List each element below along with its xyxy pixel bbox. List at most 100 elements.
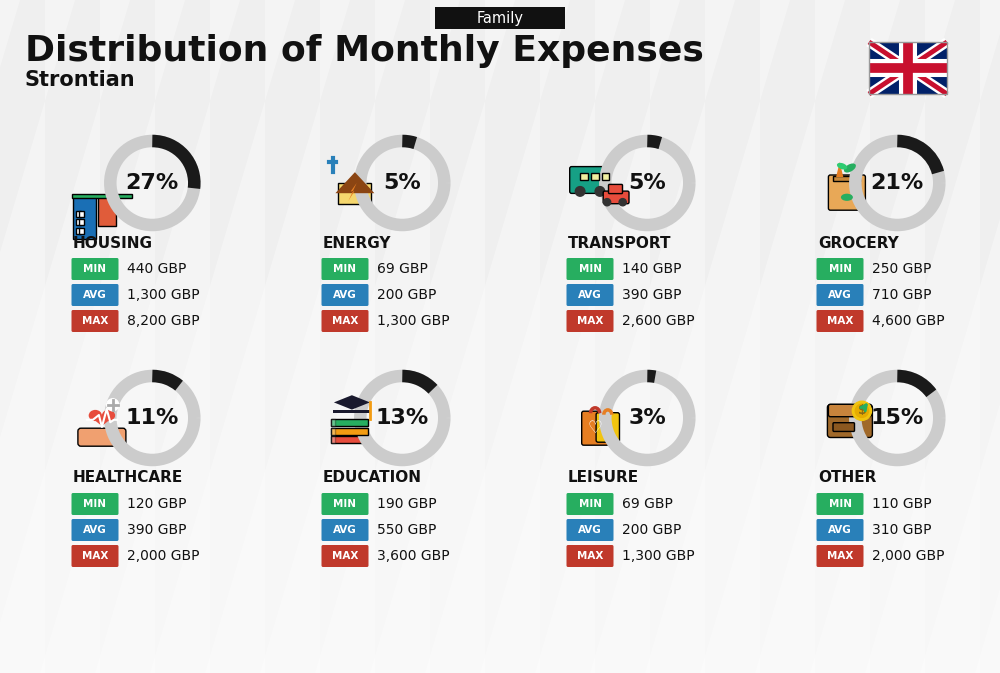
FancyBboxPatch shape xyxy=(596,413,619,442)
Text: 4,600 GBP: 4,600 GBP xyxy=(872,314,945,328)
FancyBboxPatch shape xyxy=(322,519,368,541)
FancyBboxPatch shape xyxy=(608,184,622,194)
Polygon shape xyxy=(335,172,374,193)
Ellipse shape xyxy=(837,163,847,170)
FancyBboxPatch shape xyxy=(566,545,614,567)
Text: 5%: 5% xyxy=(383,173,421,193)
Text: AVG: AVG xyxy=(828,290,852,300)
FancyBboxPatch shape xyxy=(72,493,119,515)
Text: 27%: 27% xyxy=(126,173,179,193)
FancyBboxPatch shape xyxy=(566,284,614,306)
Text: 550 GBP: 550 GBP xyxy=(377,523,436,537)
Circle shape xyxy=(852,401,872,421)
FancyBboxPatch shape xyxy=(72,258,119,280)
Text: 8,200 GBP: 8,200 GBP xyxy=(127,314,200,328)
Text: MAX: MAX xyxy=(577,551,603,561)
FancyBboxPatch shape xyxy=(72,310,119,332)
Text: MIN: MIN xyxy=(84,499,106,509)
Text: AVG: AVG xyxy=(333,525,357,535)
FancyBboxPatch shape xyxy=(570,167,607,193)
Text: 1,300 GBP: 1,300 GBP xyxy=(127,288,200,302)
Text: 310 GBP: 310 GBP xyxy=(872,523,932,537)
Text: 110 GBP: 110 GBP xyxy=(872,497,932,511)
Polygon shape xyxy=(334,395,370,410)
Text: TRANSPORT: TRANSPORT xyxy=(568,236,672,250)
Text: 200 GBP: 200 GBP xyxy=(622,523,681,537)
Text: 120 GBP: 120 GBP xyxy=(127,497,186,511)
Text: ♡: ♡ xyxy=(588,419,603,437)
FancyBboxPatch shape xyxy=(322,258,368,280)
FancyBboxPatch shape xyxy=(322,545,368,567)
FancyBboxPatch shape xyxy=(580,173,588,180)
FancyBboxPatch shape xyxy=(76,211,81,217)
Text: Family: Family xyxy=(477,11,524,26)
FancyBboxPatch shape xyxy=(72,194,132,198)
Text: 21%: 21% xyxy=(871,173,924,193)
FancyBboxPatch shape xyxy=(566,519,614,541)
Text: GROCERY: GROCERY xyxy=(818,236,899,250)
Text: MIN: MIN xyxy=(334,499,356,509)
FancyBboxPatch shape xyxy=(76,219,81,225)
FancyBboxPatch shape xyxy=(322,493,368,515)
Text: 390 GBP: 390 GBP xyxy=(622,288,682,302)
Text: 13%: 13% xyxy=(376,408,429,428)
FancyBboxPatch shape xyxy=(338,182,371,204)
Ellipse shape xyxy=(89,410,102,421)
Circle shape xyxy=(604,199,611,206)
Ellipse shape xyxy=(102,410,115,421)
Circle shape xyxy=(855,404,868,417)
FancyBboxPatch shape xyxy=(566,310,614,332)
Text: 11%: 11% xyxy=(126,408,179,428)
FancyBboxPatch shape xyxy=(828,175,865,210)
FancyBboxPatch shape xyxy=(591,173,599,180)
FancyBboxPatch shape xyxy=(603,191,629,204)
FancyBboxPatch shape xyxy=(816,310,864,332)
FancyBboxPatch shape xyxy=(816,493,864,515)
FancyBboxPatch shape xyxy=(78,428,126,446)
FancyBboxPatch shape xyxy=(331,427,334,435)
FancyBboxPatch shape xyxy=(98,197,116,226)
Text: MAX: MAX xyxy=(827,316,853,326)
FancyBboxPatch shape xyxy=(602,173,609,180)
FancyBboxPatch shape xyxy=(869,42,947,94)
Text: 440 GBP: 440 GBP xyxy=(127,262,186,276)
FancyBboxPatch shape xyxy=(331,436,368,444)
Text: 710 GBP: 710 GBP xyxy=(872,288,932,302)
FancyBboxPatch shape xyxy=(322,284,368,306)
Ellipse shape xyxy=(841,194,853,201)
Text: MIN: MIN xyxy=(828,499,852,509)
Polygon shape xyxy=(333,410,371,413)
FancyBboxPatch shape xyxy=(79,211,84,217)
FancyBboxPatch shape xyxy=(79,228,84,234)
Text: 69 GBP: 69 GBP xyxy=(377,262,428,276)
FancyBboxPatch shape xyxy=(331,419,368,427)
Text: MAX: MAX xyxy=(82,316,108,326)
FancyBboxPatch shape xyxy=(816,258,864,280)
FancyBboxPatch shape xyxy=(833,423,854,431)
Text: 69 GBP: 69 GBP xyxy=(622,497,673,511)
Text: 15%: 15% xyxy=(871,408,924,428)
Text: MIN: MIN xyxy=(84,264,106,274)
FancyBboxPatch shape xyxy=(72,545,119,567)
Circle shape xyxy=(595,186,605,197)
Text: MIN: MIN xyxy=(578,499,602,509)
Text: AVG: AVG xyxy=(83,525,107,535)
Text: MIN: MIN xyxy=(334,264,356,274)
Circle shape xyxy=(619,199,626,206)
Polygon shape xyxy=(348,183,357,201)
FancyBboxPatch shape xyxy=(435,7,565,29)
Text: 390 GBP: 390 GBP xyxy=(127,523,186,537)
Text: LEISURE: LEISURE xyxy=(568,470,639,485)
Text: 5%: 5% xyxy=(628,173,666,193)
FancyBboxPatch shape xyxy=(816,545,864,567)
FancyBboxPatch shape xyxy=(72,284,119,306)
Polygon shape xyxy=(89,415,115,426)
Text: MAX: MAX xyxy=(577,316,603,326)
Text: EDUCATION: EDUCATION xyxy=(323,470,422,485)
FancyBboxPatch shape xyxy=(331,427,368,435)
Text: 1,300 GBP: 1,300 GBP xyxy=(377,314,450,328)
FancyBboxPatch shape xyxy=(322,310,368,332)
Text: AVG: AVG xyxy=(83,290,107,300)
Text: MIN: MIN xyxy=(828,264,852,274)
Text: 2,000 GBP: 2,000 GBP xyxy=(872,549,944,563)
